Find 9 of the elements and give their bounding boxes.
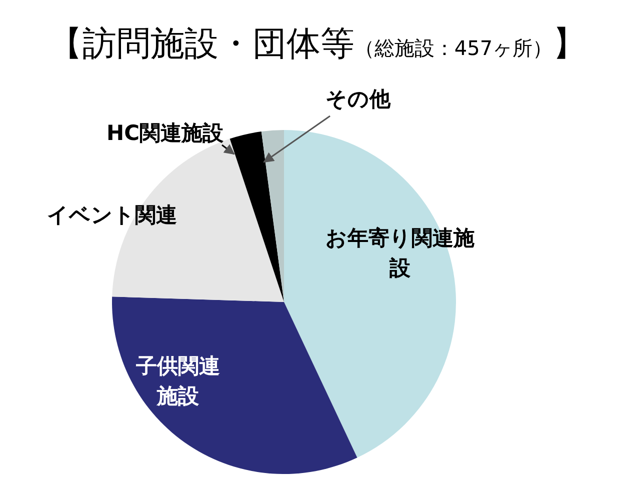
slice-label: イベント関連 xyxy=(47,203,177,227)
pie-slice xyxy=(112,296,358,474)
pie-slice xyxy=(230,131,284,302)
slice-label: HC関連施設 xyxy=(106,121,224,145)
pie-slice xyxy=(261,130,284,302)
slice-label: お年寄り関連施設 xyxy=(326,226,474,280)
slice-label: 子供関連施設 xyxy=(135,354,220,408)
chart-title: 【訪問施設・団体等（総施設：457ヶ所）】 xyxy=(48,24,587,64)
slice-label: その他 xyxy=(326,87,392,111)
